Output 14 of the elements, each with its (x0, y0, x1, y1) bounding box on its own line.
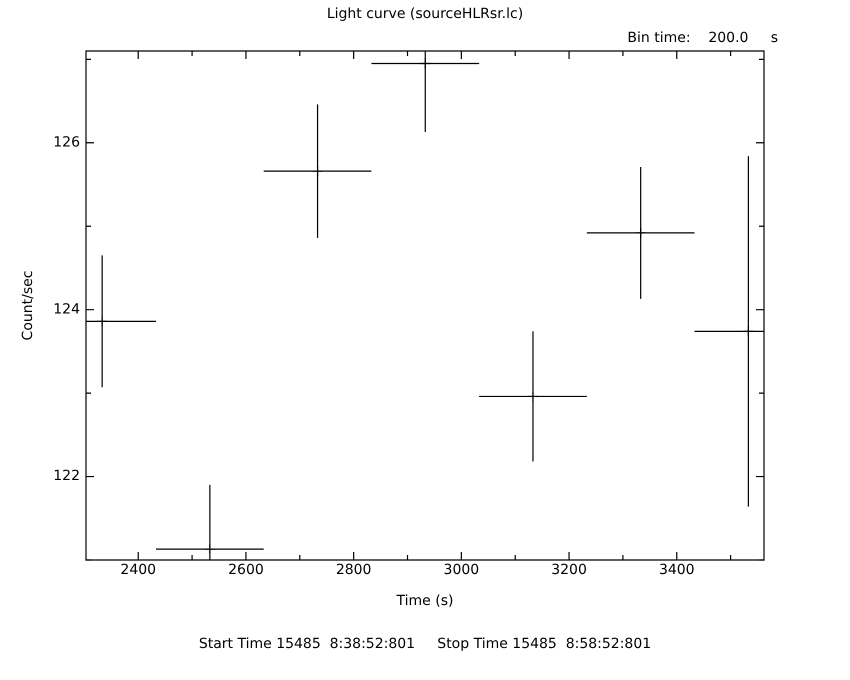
y-tick-label: 124 (53, 301, 80, 318)
x-tick-label: 3000 (444, 562, 480, 578)
chart-title: Light curve (sourceHLRsr.lc) (326, 6, 524, 22)
text: Start Time 15485 8:38:52:801 Stop Time 15485 8:58:52:801 (198, 636, 652, 652)
x-tick-label: 3200 (551, 562, 587, 578)
x-tick-label: 2800 (336, 562, 372, 578)
y-tick-label: 122 (53, 468, 80, 484)
x-tick-label: 2600 (228, 562, 264, 578)
x-axis-title: Time (s) (396, 593, 454, 610)
y-tick-label: 126 (53, 134, 80, 150)
x-tick-label: 3400 (658, 562, 695, 578)
y-axis-title: Count/sec (20, 270, 36, 340)
x-tick-label: 2400 (120, 562, 156, 578)
text: Bin time: 200.0 s (627, 30, 778, 46)
